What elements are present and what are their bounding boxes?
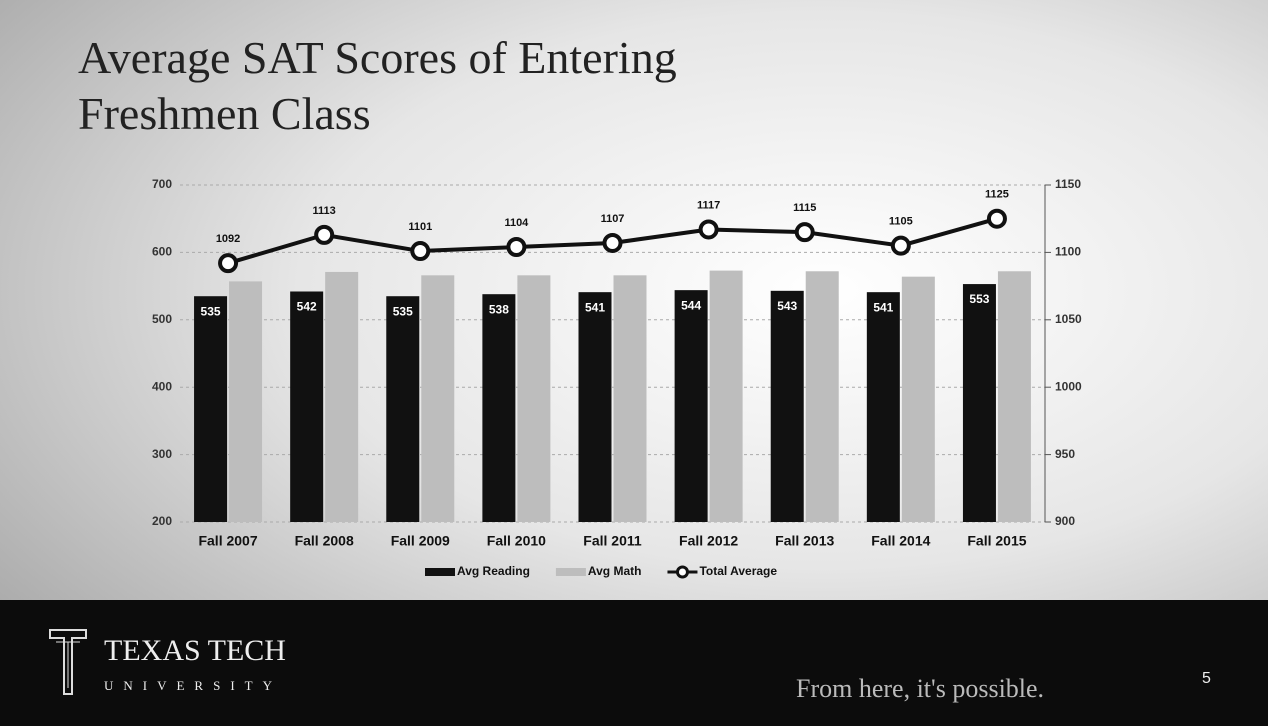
x-tick-label: Fall 2012 bbox=[679, 533, 738, 549]
data-label: 1113 bbox=[313, 205, 336, 217]
logo bbox=[49, 629, 87, 695]
data-label: 538 bbox=[489, 302, 509, 316]
y-tick-label: 500 bbox=[152, 312, 172, 326]
x-tick-label: Fall 2011 bbox=[583, 533, 642, 549]
legend-label: Avg Reading bbox=[457, 564, 530, 578]
y2-tick-label: 1050 bbox=[1055, 312, 1082, 326]
bar bbox=[709, 270, 743, 522]
line-marker bbox=[794, 222, 815, 243]
x-tick-label: Fall 2015 bbox=[967, 533, 1026, 549]
y2-tick-label: 900 bbox=[1055, 514, 1075, 528]
y-tick-label: 600 bbox=[152, 245, 172, 259]
data-label: 1092 bbox=[216, 233, 240, 245]
x-tick-label: Fall 2013 bbox=[775, 533, 834, 549]
bar bbox=[482, 294, 516, 522]
bar bbox=[770, 290, 804, 522]
brand-subname: UNIVERSITY bbox=[104, 678, 282, 693]
legend-swatch bbox=[675, 565, 689, 579]
y2-tick-label: 1100 bbox=[1055, 245, 1081, 259]
slogan: From here, it's possible. bbox=[796, 674, 1045, 703]
brand-name: TEXAS TECH bbox=[104, 634, 286, 667]
x-tick-label: Fall 2009 bbox=[391, 533, 450, 549]
y2-tick-label: 950 bbox=[1055, 447, 1075, 461]
bar bbox=[290, 291, 324, 522]
footer: TEXAS TECH UNIVERSITY From here, it's po… bbox=[0, 600, 1268, 726]
data-label: 1104 bbox=[504, 217, 529, 229]
bar bbox=[386, 296, 420, 522]
chart: 200 300 400 500 600 700 900 950 1000 1050 1100 1150… bbox=[152, 177, 1082, 579]
data-label: 535 bbox=[393, 304, 413, 318]
data-label: 1105 bbox=[889, 216, 913, 228]
bar bbox=[517, 275, 551, 522]
line-marker bbox=[602, 232, 623, 253]
line-marker bbox=[410, 241, 431, 262]
x-tick-label: Fall 2010 bbox=[487, 533, 546, 549]
bar bbox=[866, 292, 900, 522]
y-tick-label: 300 bbox=[152, 447, 172, 461]
data-label: 1101 bbox=[408, 221, 432, 233]
bar bbox=[194, 296, 228, 522]
x-tick-label: Fall 2008 bbox=[295, 533, 354, 549]
bar bbox=[421, 275, 455, 522]
y2-tick-label: 1000 bbox=[1055, 379, 1082, 393]
y-tick-label: 400 bbox=[152, 379, 172, 393]
data-label: 1117 bbox=[697, 199, 720, 211]
legend-swatch bbox=[555, 568, 586, 576]
line-marker bbox=[506, 237, 527, 258]
bar bbox=[613, 275, 647, 522]
data-label: 544 bbox=[681, 298, 701, 312]
bar bbox=[229, 281, 263, 522]
y-tick-label: 200 bbox=[152, 514, 172, 528]
x-tick-label: Fall 2007 bbox=[198, 533, 257, 549]
bar bbox=[901, 276, 935, 522]
line-marker bbox=[218, 253, 239, 274]
bar bbox=[997, 271, 1031, 522]
legend-label: Avg Math bbox=[588, 564, 642, 578]
data-label: 553 bbox=[969, 292, 989, 306]
legend-label: Total Average bbox=[699, 564, 777, 578]
bar bbox=[674, 290, 708, 522]
bar bbox=[578, 292, 612, 522]
data-label: 543 bbox=[777, 299, 797, 313]
line-marker bbox=[890, 235, 911, 256]
data-label: 541 bbox=[873, 300, 893, 314]
data-label: 542 bbox=[297, 300, 317, 314]
bar bbox=[325, 271, 359, 522]
line-marker bbox=[314, 224, 335, 245]
legend-swatch bbox=[425, 568, 455, 576]
slide-title: Average SAT Scores of Entering Freshmen … bbox=[78, 32, 677, 139]
data-label: 1107 bbox=[601, 213, 625, 225]
page-number: 5 bbox=[1202, 670, 1211, 687]
data-label: 541 bbox=[585, 300, 605, 314]
x-tick-label: Fall 2014 bbox=[871, 533, 930, 549]
data-label: 1125 bbox=[985, 189, 1009, 201]
bar bbox=[962, 284, 996, 522]
line-marker bbox=[986, 208, 1007, 229]
y2-tick-label: 1150 bbox=[1055, 177, 1081, 191]
data-label: 535 bbox=[201, 304, 221, 318]
data-label: 1115 bbox=[793, 202, 816, 214]
bar bbox=[805, 271, 839, 522]
line-marker bbox=[698, 219, 719, 240]
y-tick-label: 700 bbox=[152, 177, 172, 191]
